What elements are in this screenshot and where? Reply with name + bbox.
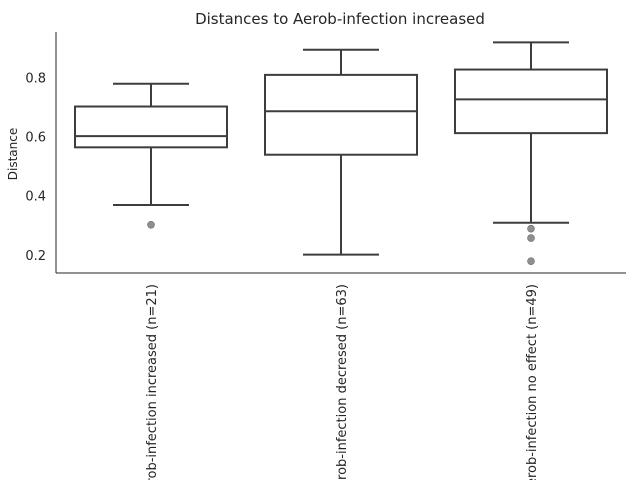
outlier-point: [527, 257, 535, 265]
box-group: [264, 48, 418, 256]
iqr-box: [454, 68, 608, 135]
x-category-label: Aerob-infection increased (n=21): [145, 284, 160, 480]
x-category-label: Aerob-infection no effect (n=49): [525, 284, 540, 480]
y-axis-label: Distance: [6, 128, 20, 180]
y-tick-label: 0.8: [25, 71, 46, 86]
chart-title: Distances to Aerob-infection increased: [195, 10, 485, 28]
box-group: [74, 82, 228, 229]
iqr-box: [264, 73, 418, 156]
y-tick-label: 0.6: [25, 130, 46, 145]
axes: 0.2 0.4 0.6 0.8 Aerob-infection increased (n…: [25, 32, 626, 480]
y-tick-label: 0.2: [25, 249, 46, 264]
iqr-box: [74, 105, 228, 149]
y-tick-label: 0.4: [25, 190, 46, 205]
plot-area: [74, 41, 608, 265]
box-group: [454, 41, 608, 265]
x-category-label: Aerob-infection decresed (n=63): [335, 284, 350, 480]
outlier-point: [527, 234, 535, 242]
outlier-point: [147, 221, 155, 229]
outlier-point: [527, 224, 535, 233]
